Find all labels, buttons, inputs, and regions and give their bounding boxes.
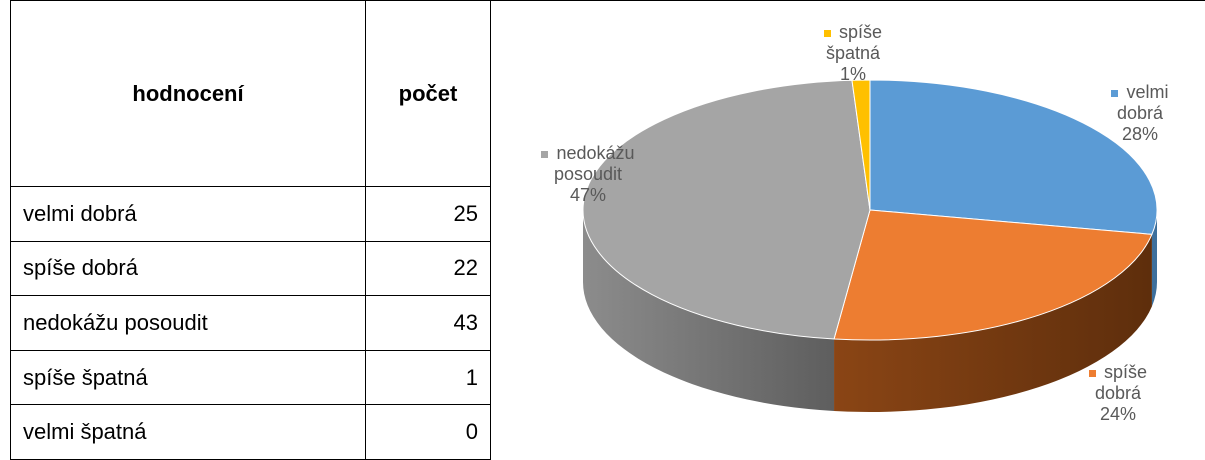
pie-side <box>583 210 835 411</box>
pie-slice <box>851 79 871 211</box>
value-label: 1% <box>839 64 866 84</box>
value-label: 47% <box>569 185 607 205</box>
border <box>490 0 1205 1</box>
rating-cell: velmi špatná <box>10 404 366 460</box>
pie-slice <box>869 79 1158 235</box>
header-cell: počet <box>365 0 491 188</box>
legend-marker <box>541 150 549 158</box>
pie-side <box>1151 210 1157 307</box>
count-cell: 22 <box>365 240 491 297</box>
header-cell: hodnocení <box>10 0 366 188</box>
data-label: velmi dobrá 28% <box>1100 82 1180 145</box>
data-label: nedokážu posoudit 47% <box>523 143 653 206</box>
category-label: spíše dobrá <box>1094 362 1148 403</box>
data-label: spíše špatná 1% <box>808 22 898 85</box>
legend-marker <box>1111 89 1119 97</box>
category-label: spíše špatná <box>825 22 883 63</box>
legend-marker <box>823 29 831 37</box>
count-cell: 25 <box>365 186 491 242</box>
rating-cell: velmi dobrá <box>10 186 366 242</box>
value-label: 28% <box>1121 124 1159 144</box>
legend-marker <box>1088 369 1096 377</box>
pie-slice <box>833 209 1153 341</box>
count-cell: 1 <box>365 349 491 406</box>
category-label: velmi dobrá <box>1116 82 1169 123</box>
data-table: hodnocení počet velmi dobrá 25 spíše dobrá 2… <box>10 0 491 460</box>
value-label: 24% <box>1099 404 1137 424</box>
data-label: spíše dobrá 24% <box>1078 362 1158 425</box>
pie-side <box>834 234 1152 412</box>
category-label: nedokážu posoudit <box>553 143 635 184</box>
pie-slice <box>582 79 871 340</box>
count-cell: 0 <box>365 404 491 460</box>
